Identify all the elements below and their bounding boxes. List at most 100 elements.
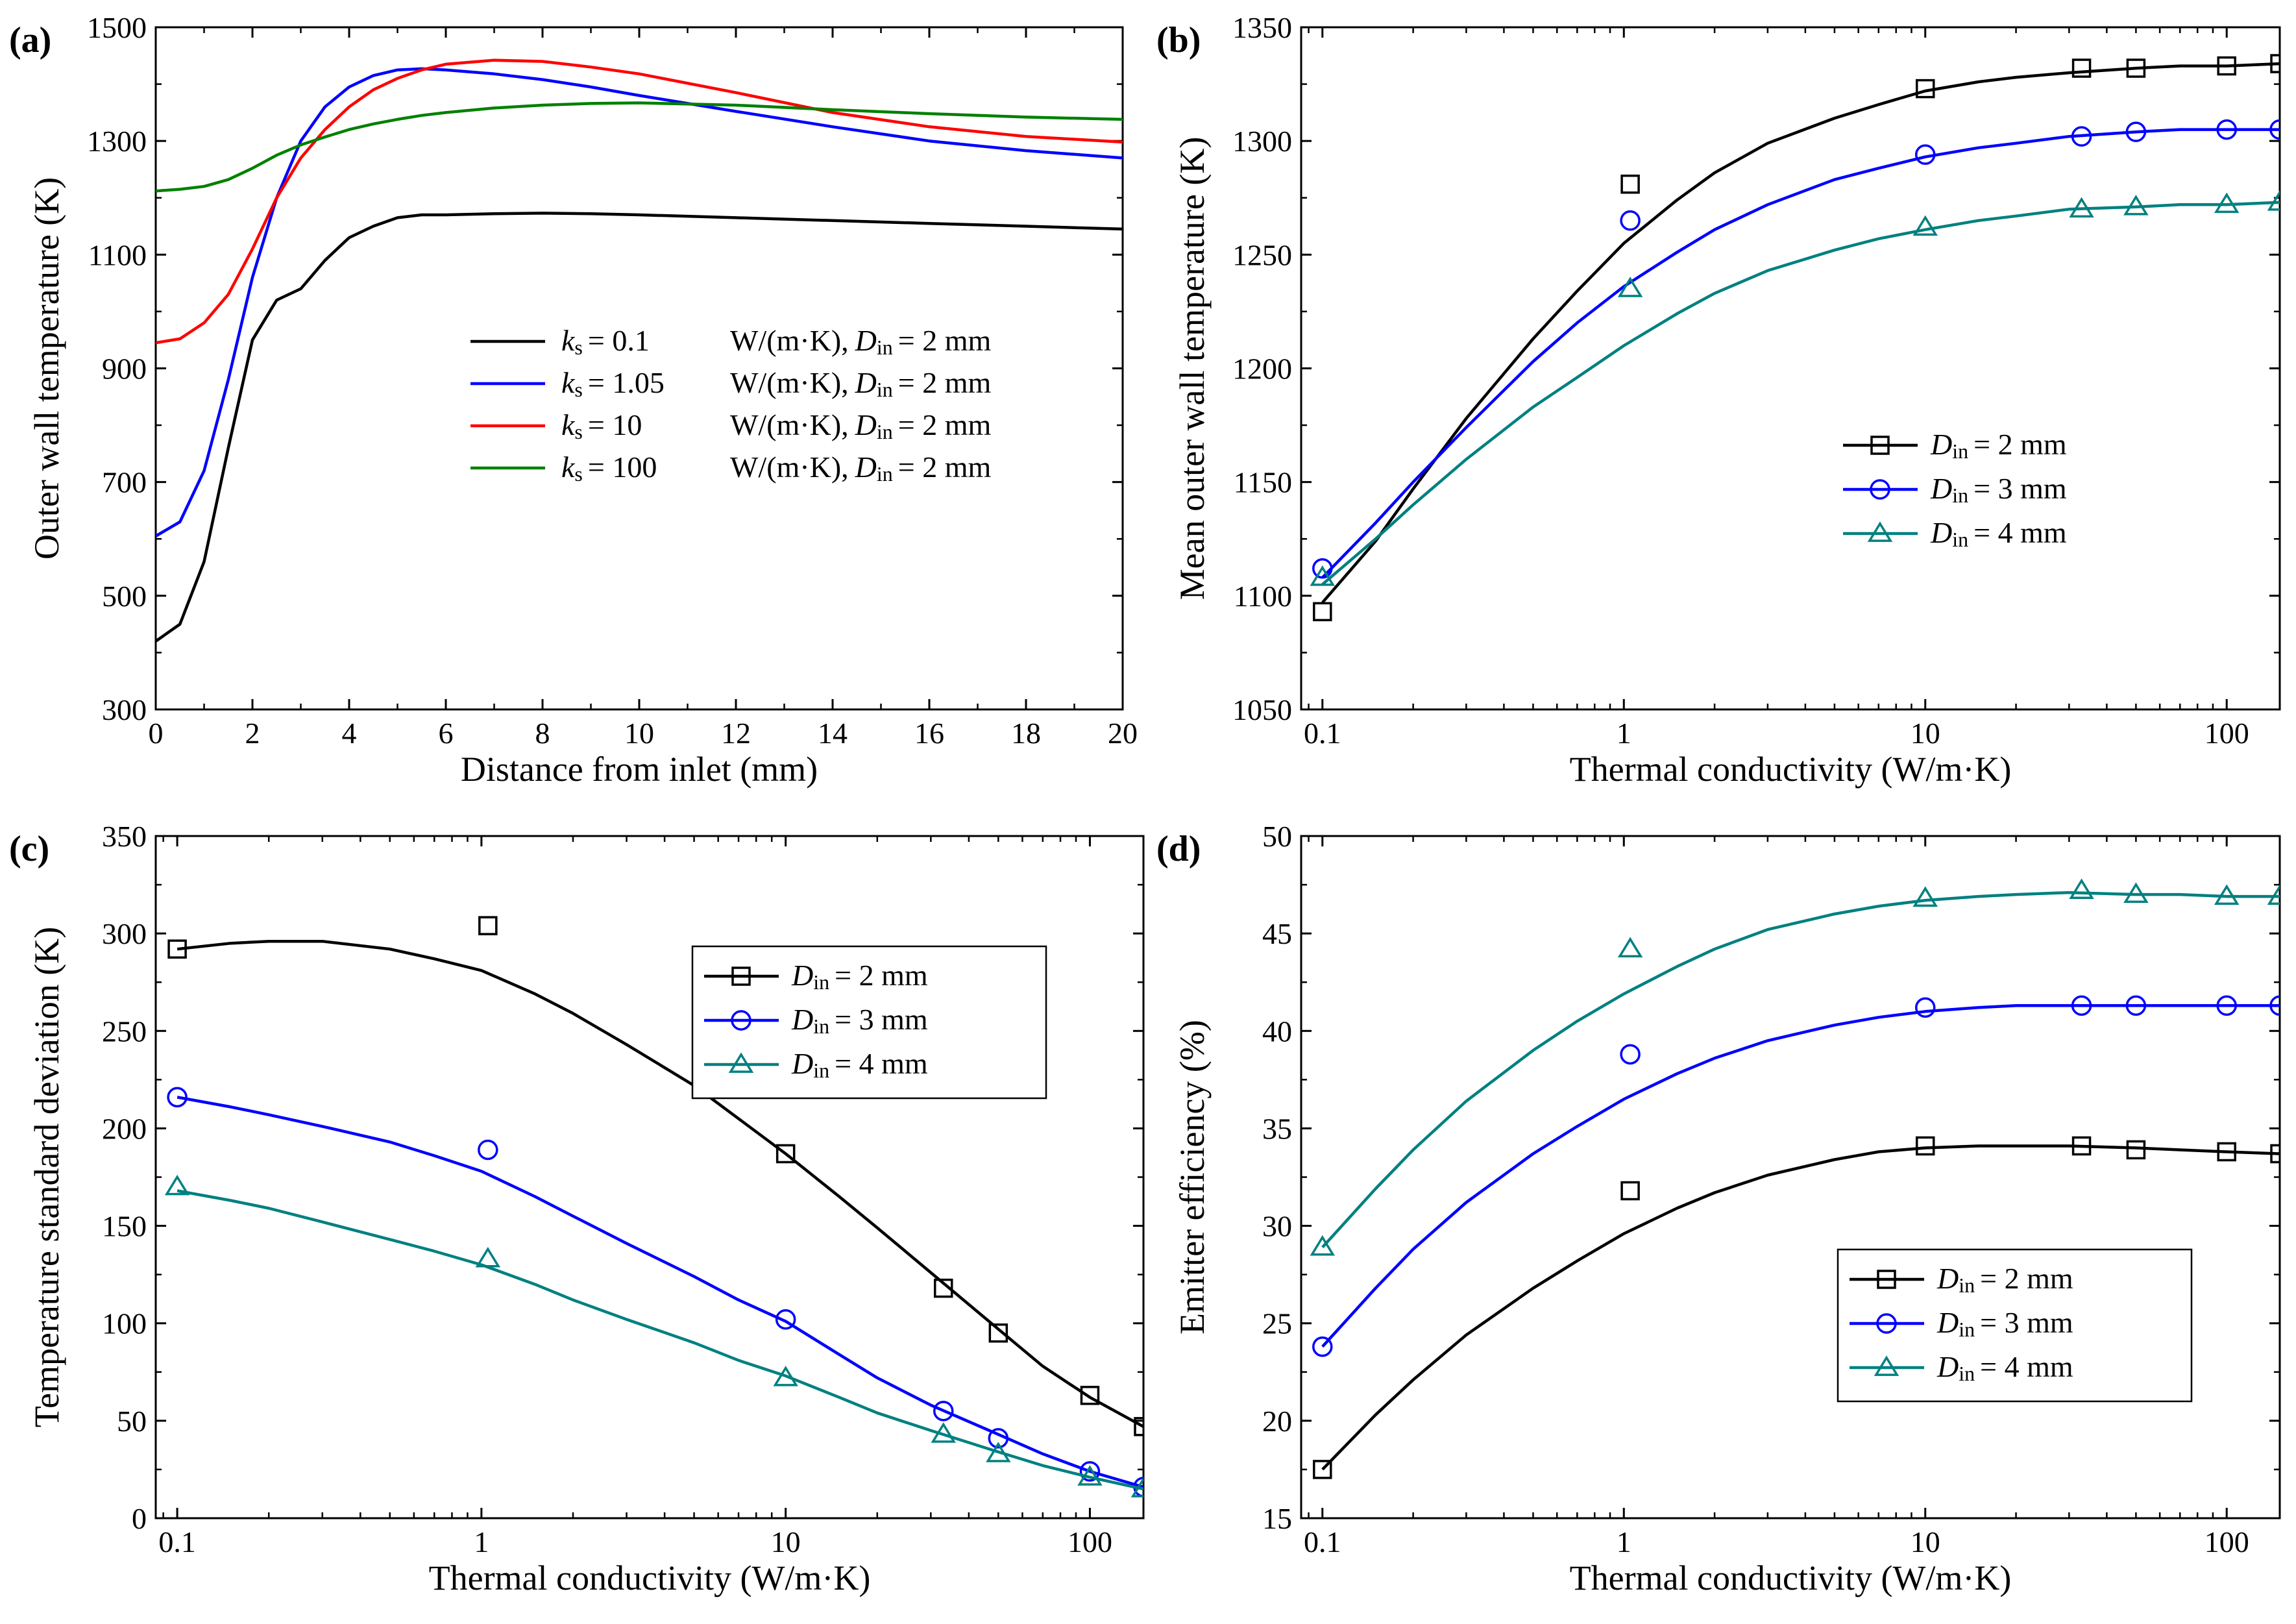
data-point-circle	[1312, 1336, 1333, 1357]
data-point-circle	[2269, 995, 2280, 1016]
legend-marker-square	[731, 966, 751, 986]
data-point-triangle	[2267, 884, 2280, 905]
legend-symbol: D	[791, 1047, 813, 1080]
panel-c: (c) 0.1 1 10 100 0 50 100 150 200 250 300 350 Thermal…	[9, 820, 1145, 1597]
data-point-circle	[988, 1428, 1009, 1449]
x-tick-label: 2	[245, 717, 260, 750]
y-tick-label: 1150	[1234, 466, 1292, 499]
x-tick-label: 1	[1617, 717, 1631, 750]
legend-equals: = 0.1	[588, 324, 650, 357]
fit-line	[1321, 128, 2280, 579]
legend-subscript: in	[877, 336, 893, 359]
data-point-square	[167, 939, 187, 959]
legend-symbol: D	[855, 324, 877, 357]
legend-box	[691, 945, 1047, 1100]
x-tick-label: 0	[149, 717, 164, 750]
y-tick-label: 100	[102, 1307, 147, 1340]
legend-subscript: s	[574, 336, 582, 359]
x-axis-label: Thermal conductivity (W/m·K)	[1570, 1558, 2012, 1597]
legend-label: ks = 1.05 W/(m·K), Din = 2 mm	[561, 366, 992, 401]
legend-symbol: D	[1930, 516, 1952, 549]
legend-box	[1837, 1248, 2193, 1403]
x-tick-label: 1	[474, 1525, 489, 1558]
x-tick-label: 0.1	[1304, 1525, 1341, 1558]
data-point-triangle	[2214, 192, 2240, 214]
data-layer	[1310, 878, 2280, 1479]
legend-marker-circle	[1870, 479, 1890, 500]
legend-label: ks = 100 W/(m·K), Din = 2 mm	[561, 450, 992, 486]
data-layer	[164, 916, 1143, 1497]
data-point-circle	[2216, 995, 2237, 1016]
legend-marker-triangle	[1874, 1355, 1899, 1376]
panel-label: (d)	[1156, 829, 1201, 869]
legend-label: Din = 2 mm	[1930, 428, 2067, 463]
y-tick-label: 350	[102, 820, 147, 853]
legend-equals: = 2 mm	[898, 324, 992, 357]
legend-subscript: in	[1952, 484, 1968, 507]
y-tick-label: 1350	[1232, 11, 1292, 44]
fit-line	[1321, 62, 2280, 604]
data-point-square	[1313, 1460, 1332, 1479]
legend-subscript: in	[813, 1015, 829, 1038]
data-point-circle	[1914, 997, 1936, 1018]
legend-subscript: in	[1952, 528, 1968, 551]
x-tick-label: 10	[1911, 717, 1940, 750]
data-layer	[1310, 54, 2280, 622]
legend-label: Din = 4 mm	[1936, 1350, 2073, 1385]
legend-marker-square	[1870, 436, 1890, 455]
legend-equals: = 3 mm	[1973, 472, 2067, 505]
data-point-triangle	[475, 1246, 501, 1268]
y-tick-label: 150	[102, 1210, 147, 1243]
x-tick-label: 12	[721, 717, 751, 750]
data-point-square	[1620, 174, 1640, 194]
data-point-circle	[2269, 119, 2280, 140]
data-point-triangle	[2069, 878, 2094, 899]
data-point-circle	[933, 1401, 954, 1421]
data-point-circle	[1620, 1044, 1641, 1065]
legend-label: Din = 3 mm	[1930, 472, 2067, 507]
legend-symbol: D	[1936, 1350, 1959, 1383]
y-tick-label: 20	[1262, 1405, 1292, 1438]
legend-marker-triangle	[728, 1052, 754, 1073]
legend-marker-circle	[731, 1010, 751, 1031]
legend-subscript: in	[813, 1059, 829, 1082]
y-axis-label: Temperature standard deviation (K)	[27, 927, 66, 1427]
x-tick-label: 6	[439, 717, 454, 750]
y-tick-label: 1300	[1232, 125, 1292, 158]
data-point-circle	[1079, 1461, 1101, 1482]
legend-label: Din = 4 mm	[791, 1047, 928, 1082]
y-tick-label: 0	[132, 1502, 147, 1535]
data-point-circle	[2071, 126, 2092, 147]
x-tick-label: 4	[342, 717, 357, 750]
series-line-0.1	[156, 212, 1123, 643]
legend-equals: = 2 mm	[1980, 1262, 2073, 1295]
panel-d: (d) 0.1 1 10 100 15 20 25 30 35 40 45 50 Thermal cond…	[1156, 820, 2281, 1597]
legend-subscript: s	[574, 462, 582, 486]
data-point-square	[2217, 56, 2236, 76]
series-line-100	[156, 101, 1123, 193]
y-tick-label: 700	[102, 466, 147, 499]
y-tick-label: 45	[1262, 917, 1292, 950]
series-line-1.05	[156, 67, 1123, 537]
legend-symbol: D	[1936, 1306, 1959, 1339]
legend-equals: = 1.05	[588, 366, 665, 399]
legend-equals: = 100	[588, 450, 657, 484]
data-point-triangle	[986, 1442, 1011, 1462]
data-point-triangle	[2214, 884, 2240, 905]
x-tick-label: 10	[1911, 1525, 1940, 1558]
data-point-circle	[2125, 995, 2147, 1016]
x-tick-label: 14	[818, 717, 848, 750]
legend-symbol: D	[855, 408, 877, 441]
data-point-circle	[167, 1087, 188, 1108]
legend-equals: = 10	[588, 408, 642, 441]
data-point-square	[2126, 58, 2146, 78]
x-tick-label: 0.1	[158, 1525, 196, 1558]
plot-frame	[154, 835, 1145, 1519]
y-axis-label: Mean outer wall temperature (K)	[1173, 137, 1212, 600]
data-point-square	[933, 1278, 953, 1298]
data-point-triangle	[1617, 277, 1643, 297]
x-axis-label: Thermal conductivity (W/m·K)	[429, 1558, 871, 1597]
fit-line	[1321, 1003, 2280, 1348]
